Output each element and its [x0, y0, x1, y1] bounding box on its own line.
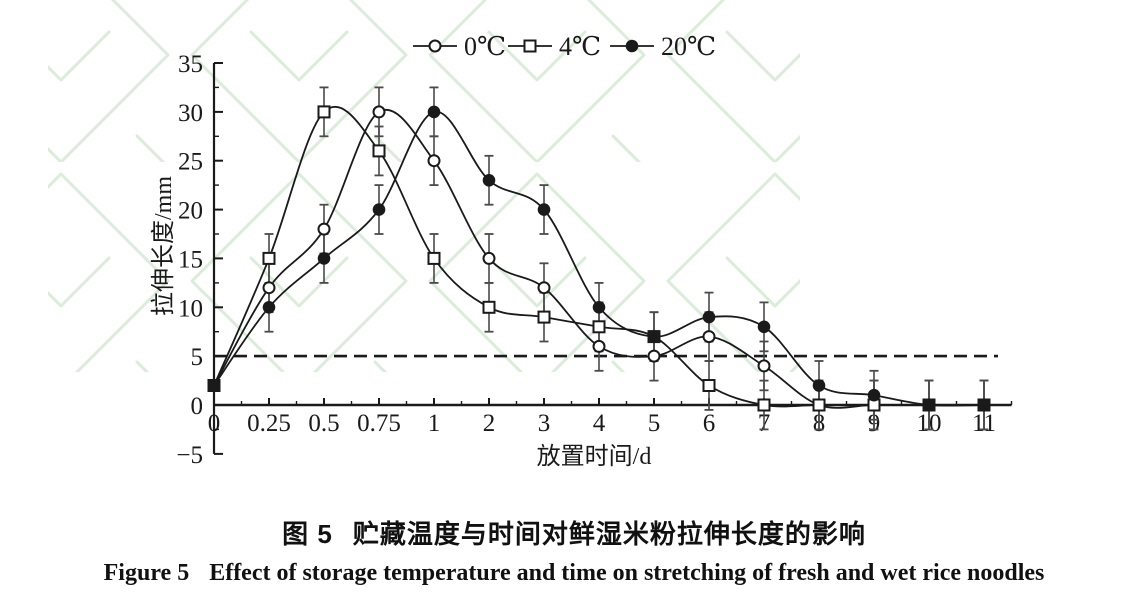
circle-filled-marker — [207, 379, 221, 392]
caption-cn-number: 图 5 — [282, 519, 333, 549]
circle-open-marker — [592, 339, 606, 353]
circle-open-marker — [482, 251, 496, 265]
circle-filled-marker — [482, 174, 496, 187]
circle-filled-marker — [922, 398, 936, 412]
circle-filled-marker — [592, 301, 606, 314]
square-open-marker — [592, 320, 606, 334]
x-tick-label: 6 — [703, 410, 716, 437]
circle-open-marker — [537, 281, 551, 295]
circle-filled-marker — [977, 398, 991, 412]
y-tick-label: 30 — [178, 100, 203, 127]
circle-filled-marker — [537, 203, 551, 216]
legend-item-20℃: 20℃ — [610, 32, 716, 61]
circle-filled-marker — [757, 320, 771, 334]
y-tick-label: 0 — [191, 393, 204, 420]
x-tick-label: 0.5 — [308, 410, 339, 437]
y-tick-label: 25 — [178, 149, 203, 176]
x-axis-title: 放置时间/d — [537, 443, 652, 470]
x-tick-label: 2 — [483, 410, 496, 437]
x-tick-label: 0 — [208, 410, 221, 437]
caption-chinese: 图 5 贮藏温度与时间对鲜湿米粉拉伸长度的影响 — [0, 514, 1148, 551]
legend-item-0℃: 0℃ — [413, 32, 506, 61]
square-open-marker — [317, 105, 331, 119]
x-tick-label: 0.25 — [247, 410, 291, 437]
y-tick-label: 35 — [178, 51, 203, 78]
y-tick-label: −5 — [176, 442, 203, 469]
y-tick-label: 10 — [178, 295, 203, 322]
y-axis-title: 拉伸长度/mm — [150, 176, 177, 316]
square-open-marker — [262, 251, 276, 265]
square-open-marker — [757, 398, 771, 412]
circle-open-marker — [427, 154, 441, 168]
legend-label: 4℃ — [559, 32, 601, 61]
caption-en-text: Effect of storage temperature and time o… — [209, 560, 1045, 586]
square-open-marker — [427, 251, 441, 265]
circle-open-marker — [262, 281, 276, 295]
circle-filled-icon — [625, 39, 639, 53]
series-markers-20℃ — [207, 105, 991, 412]
circle-filled-marker — [262, 301, 276, 314]
square-open-icon — [523, 39, 537, 53]
x-tick-label: 0.75 — [357, 410, 401, 437]
watermark-pattern — [48, 0, 800, 372]
caption-cn-text: 贮藏温度与时间对鲜湿米粉拉伸长度的影响 — [352, 519, 866, 549]
x-tick-label: 3 — [538, 410, 551, 437]
circle-filled-marker — [702, 310, 716, 324]
legend-label: 20℃ — [661, 32, 716, 61]
circle-filled-marker — [372, 203, 386, 216]
x-tick-label: 5 — [648, 410, 661, 437]
series-line-4℃ — [213, 105, 984, 408]
line-chart: −50510152025303500.250.50.75123456789101… — [48, 0, 1013, 470]
legend-label: 0℃ — [464, 32, 506, 61]
circle-filled-marker — [647, 330, 661, 343]
circle-filled-marker — [317, 252, 331, 265]
circle-open-marker — [702, 330, 716, 344]
caption-english: Figure 5 Effect of storage temperature an… — [0, 560, 1148, 587]
series-line-20℃ — [213, 110, 985, 407]
x-tick-label: 4 — [593, 410, 606, 437]
circle-filled-marker — [867, 388, 881, 402]
circle-filled-marker — [427, 105, 441, 119]
square-open-marker — [702, 379, 716, 392]
circle-open-marker — [647, 349, 661, 363]
circle-open-marker — [757, 359, 771, 373]
square-open-marker — [372, 144, 386, 158]
x-tick-label: 1 — [428, 410, 441, 437]
y-tick-label: 15 — [178, 246, 203, 273]
square-open-marker — [482, 300, 496, 314]
square-open-marker — [812, 398, 826, 412]
caption-en-number: Figure 5 — [103, 560, 190, 586]
figure-captions: 图 5 贮藏温度与时间对鲜湿米粉拉伸长度的影响 Figure 5 Effect of… — [0, 514, 1148, 587]
square-open-marker — [537, 310, 551, 324]
y-tick-label: 20 — [178, 198, 203, 225]
circle-filled-marker — [812, 379, 826, 392]
legend-item-4℃: 4℃ — [508, 32, 601, 61]
circle-open-marker — [372, 105, 386, 119]
circle-open-icon — [428, 39, 442, 53]
y-tick-label: 5 — [191, 344, 204, 371]
legend: 0℃ 4℃ 20℃ — [413, 32, 716, 61]
circle-open-marker — [317, 222, 331, 236]
plot-area: −50510152025303500.250.50.75123456789101… — [150, 32, 1013, 470]
